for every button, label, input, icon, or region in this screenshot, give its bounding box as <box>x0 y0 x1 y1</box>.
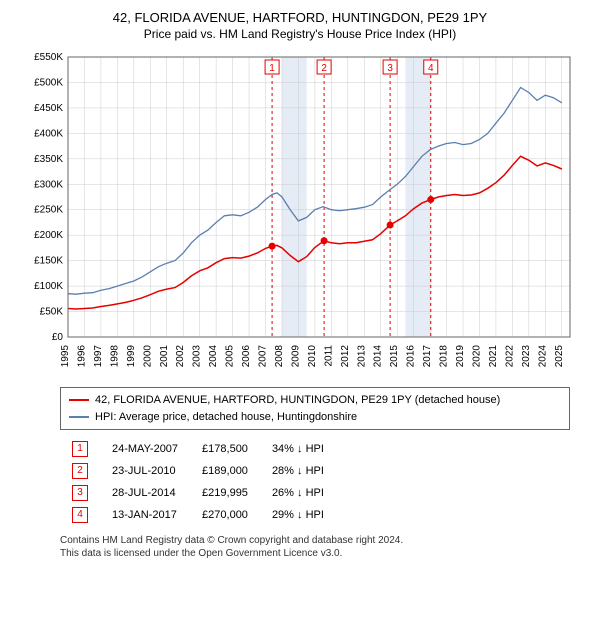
svg-text:2025: 2025 <box>554 345 565 368</box>
svg-text:2014: 2014 <box>373 345 384 368</box>
svg-text:2005: 2005 <box>225 345 236 368</box>
svg-text:2008: 2008 <box>274 345 285 368</box>
svg-text:3: 3 <box>387 63 393 74</box>
table-row: 3 28-JUL-2014£219,99526% ↓ HPI <box>60 482 336 504</box>
svg-text:£50K: £50K <box>40 307 64 318</box>
svg-text:£250K: £250K <box>34 205 63 216</box>
legend-row: HPI: Average price, detached house, Hunt… <box>69 409 561 426</box>
tx-marker: 2 <box>72 463 88 479</box>
tx-date: 23-JUL-2010 <box>100 460 190 482</box>
svg-text:1996: 1996 <box>76 345 87 368</box>
svg-text:2024: 2024 <box>537 345 548 368</box>
svg-text:2007: 2007 <box>258 345 269 368</box>
tx-marker: 1 <box>72 441 88 457</box>
tx-date: 28-JUL-2014 <box>100 482 190 504</box>
tx-date: 24-MAY-2007 <box>100 438 190 460</box>
svg-text:£350K: £350K <box>34 154 63 165</box>
tx-price: £178,500 <box>190 438 260 460</box>
table-row: 1 24-MAY-2007£178,50034% ↓ HPI <box>60 438 336 460</box>
tx-marker: 3 <box>72 485 88 501</box>
svg-text:2004: 2004 <box>208 345 219 368</box>
svg-text:1997: 1997 <box>93 345 104 368</box>
tx-delta: 26% ↓ HPI <box>260 482 336 504</box>
svg-text:£150K: £150K <box>34 256 63 267</box>
svg-text:1998: 1998 <box>109 345 120 368</box>
svg-text:£550K: £550K <box>34 52 63 63</box>
svg-text:£400K: £400K <box>34 128 63 139</box>
tx-delta: 28% ↓ HPI <box>260 460 336 482</box>
svg-text:2021: 2021 <box>488 345 499 368</box>
table-row: 4 13-JAN-2017£270,00029% ↓ HPI <box>60 504 336 526</box>
tx-delta: 29% ↓ HPI <box>260 504 336 526</box>
table-row: 2 23-JUL-2010£189,00028% ↓ HPI <box>60 460 336 482</box>
price-chart: 1 2 3 4 £0 £50K £100K £150K £200K £250K £300K £350K… <box>20 47 580 377</box>
legend: 42, FLORIDA AVENUE, HARTFORD, HUNTINGDON… <box>60 387 570 430</box>
svg-text:2006: 2006 <box>241 345 252 368</box>
page-subtitle: Price paid vs. HM Land Registry's House … <box>10 27 590 41</box>
svg-text:2016: 2016 <box>406 345 417 368</box>
tx-marker: 4 <box>72 507 88 523</box>
legend-label: 42, FLORIDA AVENUE, HARTFORD, HUNTINGDON… <box>95 392 500 409</box>
svg-text:£300K: £300K <box>34 179 63 190</box>
svg-text:2019: 2019 <box>455 345 466 368</box>
svg-text:2002: 2002 <box>175 345 186 368</box>
svg-text:1999: 1999 <box>126 345 137 368</box>
svg-text:£100K: £100K <box>34 281 63 292</box>
svg-text:2013: 2013 <box>356 345 367 368</box>
svg-text:2000: 2000 <box>142 345 153 368</box>
legend-swatch <box>69 399 89 401</box>
tx-price: £270,000 <box>190 504 260 526</box>
svg-text:£500K: £500K <box>34 77 63 88</box>
legend-label: HPI: Average price, detached house, Hunt… <box>95 409 357 426</box>
transactions-table: 1 24-MAY-2007£178,50034% ↓ HPI 2 23-JUL-201… <box>60 438 336 526</box>
svg-text:4: 4 <box>428 63 434 74</box>
svg-text:2003: 2003 <box>192 345 203 368</box>
page-title: 42, FLORIDA AVENUE, HARTFORD, HUNTINGDON… <box>10 10 590 25</box>
svg-text:2018: 2018 <box>439 345 450 368</box>
svg-text:2009: 2009 <box>290 345 301 368</box>
svg-text:1: 1 <box>269 63 275 74</box>
svg-text:2012: 2012 <box>340 345 351 368</box>
legend-swatch <box>69 416 89 418</box>
svg-text:2020: 2020 <box>471 345 482 368</box>
tx-delta: 34% ↓ HPI <box>260 438 336 460</box>
svg-text:1995: 1995 <box>60 345 71 368</box>
svg-text:2022: 2022 <box>504 345 515 368</box>
footer-line1: Contains HM Land Registry data © Crown c… <box>60 534 570 547</box>
svg-text:2017: 2017 <box>422 345 433 368</box>
svg-text:2010: 2010 <box>307 345 318 368</box>
footer-line2: This data is licensed under the Open Gov… <box>60 547 570 560</box>
svg-text:2015: 2015 <box>389 345 400 368</box>
svg-text:£450K: £450K <box>34 103 63 114</box>
svg-text:£200K: £200K <box>34 230 63 241</box>
svg-text:2001: 2001 <box>159 345 170 368</box>
tx-date: 13-JAN-2017 <box>100 504 190 526</box>
svg-text:2: 2 <box>321 63 327 74</box>
tx-price: £219,995 <box>190 482 260 504</box>
svg-text:2023: 2023 <box>521 345 532 368</box>
tx-price: £189,000 <box>190 460 260 482</box>
legend-row: 42, FLORIDA AVENUE, HARTFORD, HUNTINGDON… <box>69 392 561 409</box>
footer-attribution: Contains HM Land Registry data © Crown c… <box>60 534 570 560</box>
svg-text:2011: 2011 <box>323 345 334 367</box>
svg-text:£0: £0 <box>52 332 64 343</box>
